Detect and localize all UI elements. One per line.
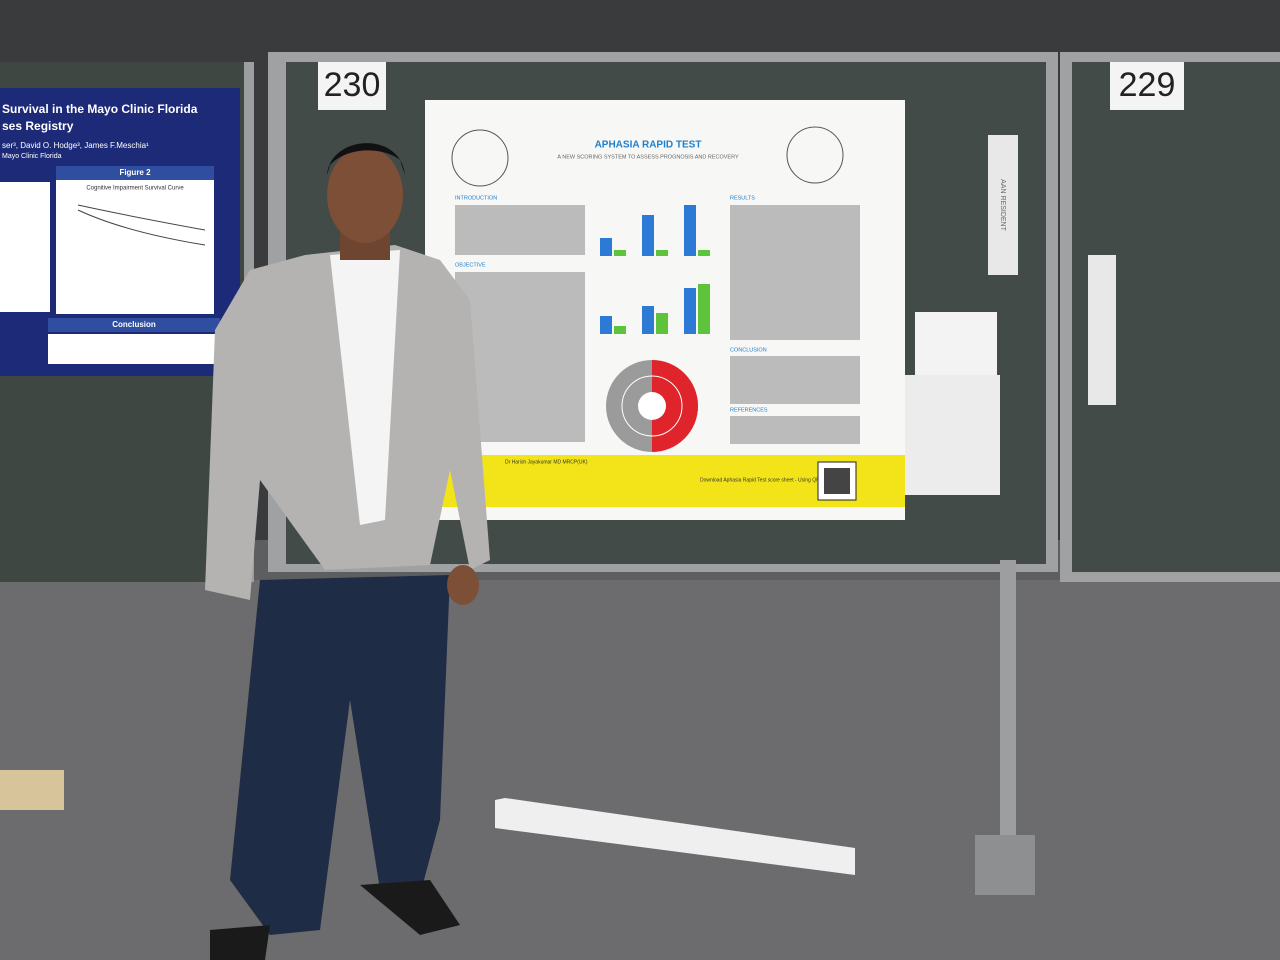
poster-tube <box>0 770 64 810</box>
text-block <box>0 182 50 312</box>
section-title: OBJECTIVE <box>455 262 486 268</box>
survival-curve <box>77 204 206 246</box>
radial-chart <box>606 360 698 452</box>
figure-title: Cognitive Impairment Survival Curve <box>86 186 184 192</box>
ribbon-text: AAN RESIDENT <box>999 179 1006 231</box>
foam-block <box>495 798 855 875</box>
logo <box>451 129 509 187</box>
figure-header <box>56 166 214 180</box>
poster-title: ses Registry <box>2 119 74 133</box>
poster-authors: ser³, David O. Hodge³, James F.Meschia¹ <box>2 141 149 150</box>
logo <box>786 126 844 184</box>
panel-foot <box>975 835 1035 895</box>
ribbon <box>988 135 1018 275</box>
section-title: RESULTS <box>730 195 755 201</box>
booth-number: 229 <box>1119 66 1176 104</box>
paper <box>915 312 997 380</box>
poster-affiliation: Mayo Clinic Florida <box>2 153 62 160</box>
booth-card <box>318 62 386 110</box>
footer-text: Download Aphasia Rapid Test score sheet … <box>700 477 851 483</box>
poster-title: APHASIA RAPID TEST <box>595 140 702 151</box>
paper <box>905 375 1000 495</box>
poster-subtitle: A NEW SCORING SYSTEM TO ASSESS PROGNOSIS… <box>557 154 739 160</box>
author-box: Dr Harish Jayakumar MD MRCP(UK) <box>505 459 588 465</box>
booth-number: 230 <box>324 66 381 104</box>
section-title: INTRODUCTION <box>455 195 497 201</box>
qr-pattern <box>824 468 850 494</box>
conclusion-text <box>48 334 220 364</box>
conclusion-label: Conclusion <box>112 320 156 329</box>
conclusion-header <box>48 318 220 332</box>
figure-label: Figure 2 <box>119 168 151 177</box>
bar-chart <box>600 205 710 334</box>
section-title: REFERENCES <box>730 407 768 413</box>
poster-title: Survival in the Mayo Clinic Florida <box>2 102 198 116</box>
person <box>205 143 490 960</box>
panel-leg <box>1000 560 1016 860</box>
figure-box <box>56 166 214 314</box>
ribbon <box>1088 255 1116 405</box>
section-title: CONCLUSION <box>730 347 767 353</box>
carpet <box>0 540 1280 960</box>
booth-card <box>1110 62 1184 110</box>
